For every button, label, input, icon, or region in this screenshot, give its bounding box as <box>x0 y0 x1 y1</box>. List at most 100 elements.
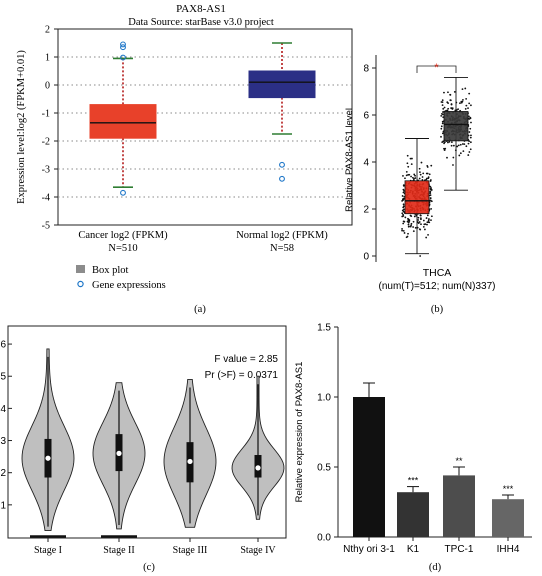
panel-b-data-point <box>441 122 444 125</box>
panel-c-median-point <box>187 458 193 465</box>
panel-b-data-point <box>401 228 403 230</box>
panel-b-data-point <box>429 190 432 193</box>
panel-c-y-tick-label: 6 <box>0 340 6 351</box>
panel-b-data-point <box>441 120 444 123</box>
panel-b-label: (b) <box>431 304 444 315</box>
panel-b-data-point <box>458 154 461 157</box>
panel-b: 0 2 4 6 8 Relative PAX8-AS1 level * THCA (nu… <box>344 55 495 315</box>
panel-b-y-axis-label: Relative PAX8-AS1 level <box>344 108 355 212</box>
panel-b-data-point <box>467 154 470 156</box>
panel-b-data-point <box>402 222 405 225</box>
panel-b-data-point <box>426 223 428 226</box>
panel-b-data-point <box>426 214 429 217</box>
panel-b-data-point <box>447 141 449 144</box>
panel-b-data-point <box>404 177 406 180</box>
panel-b-data-point <box>446 156 448 159</box>
panel-b-data-point <box>401 195 404 197</box>
panel-c-x-ticks: Stage I Stage II Stage III Stage IV <box>34 538 276 556</box>
panel-b-data-point <box>428 218 430 220</box>
panel-c-x-tick-label: Stage III <box>173 545 208 556</box>
panel-b-data-point <box>469 136 472 139</box>
panel-b-data-point <box>419 171 421 174</box>
panel-b-data-point <box>405 170 408 173</box>
panel-a-boxes <box>89 41 316 196</box>
panel-b-data-point <box>401 212 404 215</box>
panel-b-data-point <box>425 236 428 239</box>
panel-b-data-point <box>429 180 432 182</box>
panel-b-data-point <box>401 199 404 201</box>
panel-d-significance: *** <box>503 484 514 494</box>
panel-b-data-point <box>429 199 432 202</box>
panel-b-data-point <box>425 217 428 219</box>
panel-b-data-point <box>428 173 431 176</box>
panel-b-data-point <box>459 152 462 155</box>
panel-b-box <box>443 111 469 142</box>
panel-b-data-point <box>443 106 446 109</box>
panel-b-data-point <box>450 103 453 105</box>
panel-d-label: (d) <box>429 562 442 573</box>
panel-b-data-point <box>453 90 456 93</box>
panel-b-data-point <box>465 104 468 107</box>
panel-b-data-point <box>450 141 453 144</box>
panel-b-data-point <box>421 178 424 181</box>
panel-b-n-label: (num(T)=512; num(N)337) <box>379 281 496 292</box>
panel-b-data-point <box>447 107 450 110</box>
panel-b-data-point <box>409 157 412 160</box>
panel-c-violins <box>21 348 285 538</box>
panel-b-data-point <box>403 232 406 234</box>
panel-c-f-value: F value = 2.85 <box>214 354 278 365</box>
panel-b-data-point <box>420 161 423 164</box>
panel-b-data-point <box>449 99 452 102</box>
panel-b-data-point <box>462 98 464 101</box>
panel-b-data-point <box>412 226 414 228</box>
panel-a-box <box>89 104 157 139</box>
legend-gene-expression-marker <box>77 280 84 288</box>
panel-b-data-point <box>420 223 422 226</box>
panel-c-x-tick-label: Stage IV <box>240 545 276 556</box>
panel-b-data-point <box>440 114 443 117</box>
panel-b-data-point <box>414 174 416 177</box>
panel-c-label: (c) <box>143 562 155 573</box>
panel-b-data-point <box>469 141 472 144</box>
panel-c-p-value: Pr (>F) = 0.0371 <box>205 370 279 381</box>
panel-b-data-point <box>425 178 428 181</box>
panel-c-x-tick-label: Stage II <box>103 545 134 556</box>
panel-a-n-cancer: N=510 <box>108 243 137 254</box>
panel-a-outlier <box>279 161 285 168</box>
panel-b-data-point <box>469 127 472 130</box>
panel-b-y-tick-label: 2 <box>363 205 369 216</box>
panel-b-data-point <box>449 93 452 96</box>
panel-b-data-point <box>419 173 422 176</box>
panel-a-y-tick-label: 2 <box>45 25 50 36</box>
panel-b-data-point <box>417 216 420 219</box>
panel-b-data-point <box>411 176 414 179</box>
panel-b-significance-star: * <box>434 62 439 74</box>
panel-b-data-point <box>450 107 453 109</box>
legend-gene-expression-label: Gene expressions <box>92 280 166 291</box>
panel-a-n-normal: N=58 <box>270 243 294 254</box>
panel-b-data-point <box>401 229 404 232</box>
panel-c-y-tick-label: 1 <box>0 500 6 511</box>
panel-b-data-point <box>462 150 465 153</box>
panel-b-data-point <box>410 175 412 178</box>
panel-b-data-point <box>420 218 422 221</box>
panel-c-median-point <box>255 465 261 471</box>
panel-b-data-point <box>422 219 425 222</box>
panel-d-y-tick-label: 0.0 <box>317 533 331 544</box>
panel-b-data-point <box>402 213 404 216</box>
panel-b-data-point <box>402 203 405 206</box>
panel-b-data-point <box>402 208 405 211</box>
panel-d-bars: Nthy ori 3-1 *** K1 ** TPC-1 *** IHH4 <box>343 382 524 555</box>
panel-d-x-tick-label: IHH4 <box>497 544 520 555</box>
panel-a-outlier <box>120 54 126 61</box>
panel-b-data-point <box>443 147 445 150</box>
panel-b-data-point <box>406 220 409 223</box>
panel-b-data-point <box>467 142 470 145</box>
panel-b-boxes <box>404 76 469 255</box>
panel-b-data-point <box>421 176 424 178</box>
panel-b-data-point <box>413 173 416 176</box>
panel-a-y-ticks: -5 -4 -3 -2 -1 0 1 2 <box>42 25 58 232</box>
panel-b-data-point <box>412 230 415 233</box>
panel-b-data-point <box>419 228 422 231</box>
